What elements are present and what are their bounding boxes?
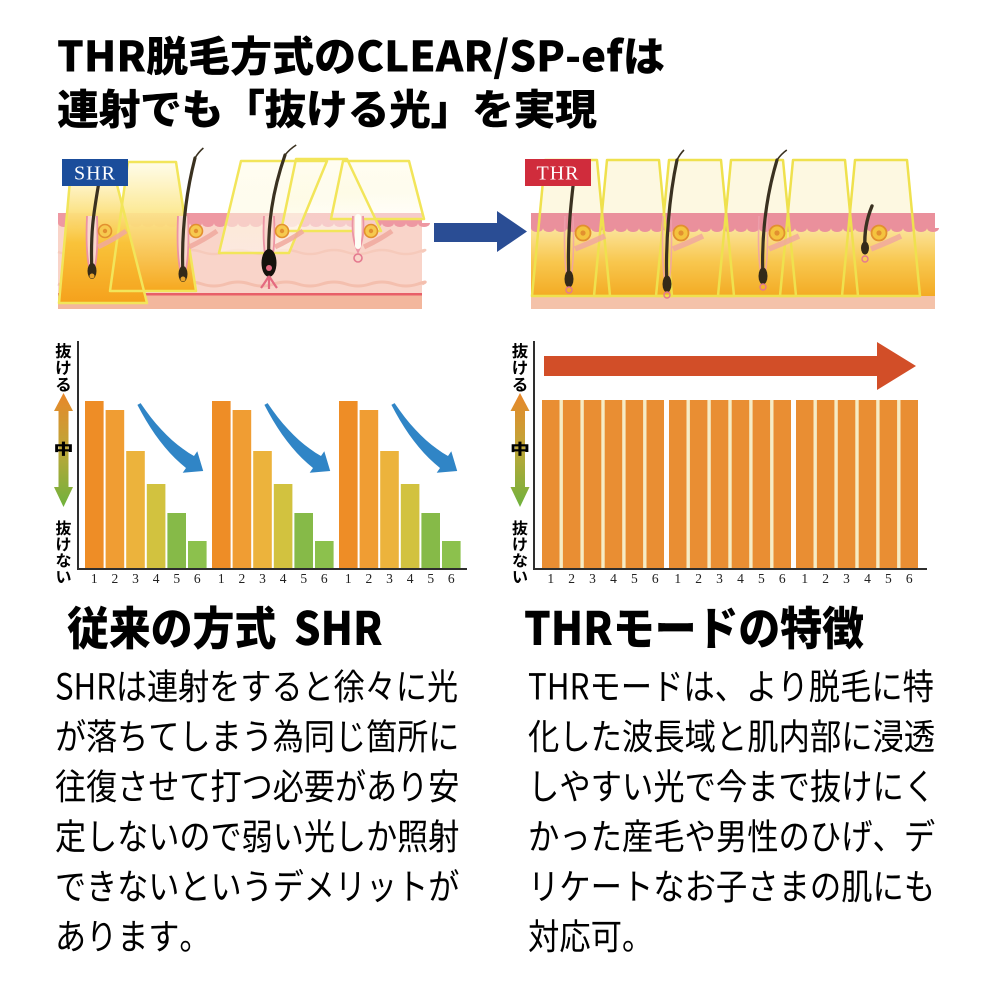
svg-text:1: 1 [674,571,681,586]
svg-text:2: 2 [112,571,119,586]
svg-text:6: 6 [652,571,659,586]
svg-text:6: 6 [906,571,913,586]
svg-text:4: 4 [407,571,414,586]
svg-text:5: 5 [300,571,307,586]
svg-text:SHR: SHR [74,163,116,185]
svg-text:4: 4 [153,571,160,586]
svg-text:1: 1 [801,571,808,586]
svg-text:5: 5 [885,571,892,586]
svg-text:5: 5 [427,571,434,586]
svg-text:3: 3 [132,571,139,586]
svg-text:3: 3 [716,571,723,586]
svg-text:1: 1 [345,571,352,586]
svg-text:3: 3 [589,571,596,586]
svg-text:6: 6 [779,571,786,586]
svg-text:2: 2 [822,571,829,586]
svg-text:THR: THR [537,163,580,185]
svg-text:2: 2 [695,571,702,586]
svg-text:3: 3 [843,571,850,586]
svg-text:4: 4 [610,571,617,586]
svg-text:6: 6 [448,571,455,586]
svg-text:4: 4 [737,571,744,586]
svg-text:2: 2 [239,571,246,586]
svg-text:2: 2 [366,571,373,586]
svg-text:3: 3 [386,571,393,586]
svg-text:6: 6 [194,571,201,586]
svg-text:4: 4 [280,571,287,586]
svg-text:3: 3 [259,571,266,586]
svg-text:5: 5 [758,571,765,586]
svg-text:5: 5 [631,571,638,586]
svg-text:1: 1 [218,571,225,586]
svg-text:6: 6 [321,571,328,586]
svg-text:1: 1 [91,571,98,586]
svg-text:5: 5 [173,571,180,586]
svg-text:2: 2 [568,571,575,586]
svg-text:4: 4 [864,571,871,586]
svg-text:1: 1 [547,571,554,586]
